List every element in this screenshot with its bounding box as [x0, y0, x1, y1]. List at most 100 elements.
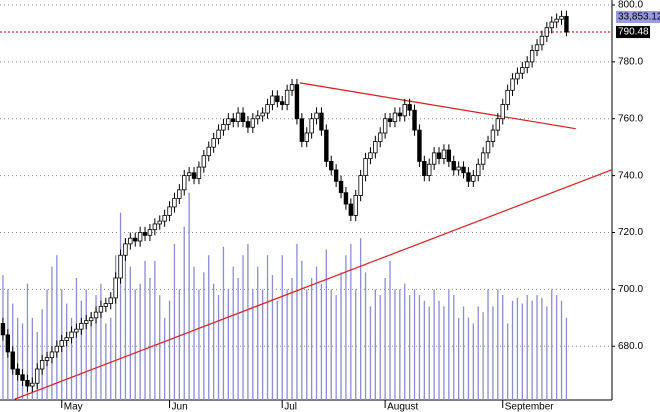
y-tick-label: 740.0 [618, 170, 643, 181]
candle-body [412, 109, 417, 131]
info-box [616, 11, 660, 24]
candle-body [319, 112, 324, 131]
candle-body [427, 163, 432, 177]
candle-body [466, 172, 471, 182]
candle-body [417, 129, 422, 162]
last-price-box [616, 26, 650, 39]
candle-body [270, 95, 275, 105]
x-tick-label: Jul [284, 402, 297, 412]
candle-body [368, 152, 373, 159]
candle-body [529, 50, 535, 63]
candle-body [500, 104, 505, 120]
candle-body [471, 175, 476, 182]
candle-body [64, 337, 69, 341]
candle-body [525, 61, 530, 68]
candle-body [329, 160, 334, 171]
candle-body [378, 132, 383, 142]
candle-body [191, 172, 197, 179]
candle-body [284, 89, 290, 105]
candle-body [461, 166, 466, 174]
y-tick-label: 760.0 [618, 113, 643, 124]
candle-body [363, 158, 368, 177]
y-tick-label: 680.0 [618, 341, 643, 352]
candle-body [15, 368, 20, 376]
candle-body [324, 129, 329, 162]
candle-body [373, 141, 378, 154]
candle-body [539, 35, 545, 46]
candle-body [25, 379, 30, 387]
candle-body [250, 118, 256, 128]
candle-body [172, 197, 177, 208]
candle-body [133, 237, 138, 242]
candle-body [422, 160, 427, 177]
candle-body [358, 175, 363, 196]
candle-body [333, 169, 339, 182]
candle-body [265, 104, 270, 114]
candle-body [280, 101, 285, 105]
candle-body [407, 104, 412, 111]
candle-body [30, 382, 35, 387]
candle-body [392, 112, 398, 122]
candle-body [275, 95, 280, 103]
candle-body [186, 172, 192, 177]
candle-body [289, 84, 295, 91]
candle-body [211, 138, 216, 148]
candle-body [216, 129, 221, 140]
candle-body [549, 21, 554, 29]
candle-body [0, 323, 6, 336]
candle-body [402, 104, 407, 117]
candles [0, 10, 569, 392]
candle-body [59, 340, 64, 347]
candle-body [137, 232, 143, 242]
candle-body [74, 328, 79, 333]
candle-body [505, 89, 510, 105]
candle-body [5, 334, 11, 353]
candle-body [128, 237, 133, 245]
candle-body [157, 220, 162, 225]
candle-body [182, 175, 187, 191]
candle-body [231, 118, 236, 122]
candle-body [382, 118, 388, 134]
candle-body [152, 223, 158, 231]
candle-body [397, 112, 403, 117]
y-tick-label: 800.0 [618, 0, 643, 11]
candle-body [54, 345, 60, 353]
candle-body [123, 243, 128, 256]
candle-body [544, 27, 550, 37]
candle-body [206, 146, 211, 157]
candle-body [299, 118, 305, 142]
candle-body [451, 160, 456, 171]
y-tick-label: 720.0 [618, 227, 643, 238]
candle-body [431, 152, 437, 165]
candle-body [338, 180, 344, 194]
candle-body [162, 215, 167, 222]
candle-body [103, 303, 109, 307]
candle-body [20, 374, 25, 381]
candle-body [436, 152, 442, 159]
candle-body [240, 112, 246, 122]
candle-body [309, 118, 314, 134]
x-tick-label: August [387, 402, 418, 412]
candle-body [35, 368, 40, 384]
last-price-label: 790.48 [618, 27, 649, 38]
candle-body [98, 306, 104, 313]
x-tick-label: September [505, 402, 555, 412]
candle-body [343, 192, 349, 205]
candle-body [314, 112, 319, 120]
candle-body [147, 229, 153, 236]
candle-body [564, 15, 569, 33]
candle-body [88, 317, 94, 322]
trend-line [299, 82, 576, 130]
candle-body [554, 18, 559, 23]
candle-body [221, 124, 226, 131]
info-label: 33,853.12 [618, 12, 660, 23]
candle-body [201, 155, 207, 168]
candle-body [353, 195, 358, 216]
candle-body [245, 121, 251, 128]
candle-body [456, 166, 461, 171]
candle-body [490, 129, 496, 142]
candle-body [226, 118, 231, 125]
